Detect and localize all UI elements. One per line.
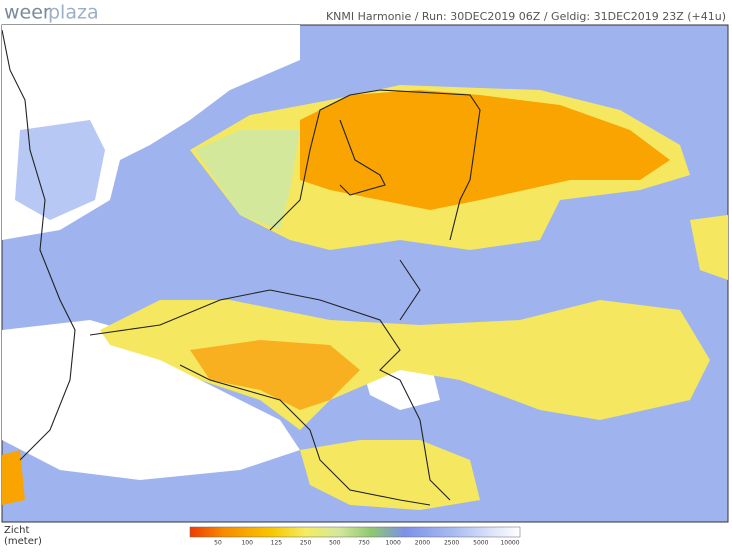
clear-area [2, 320, 300, 480]
colorbar-label: 250 [300, 540, 312, 547]
fog-area [300, 440, 480, 510]
header-title: KNMI Harmonie / Run: 30DEC2019 06Z / Gel… [326, 10, 726, 23]
colorbar-label: 125 [271, 540, 283, 547]
colorbar-label: 500 [329, 540, 341, 547]
fog-area [300, 90, 670, 210]
fog-area [15, 120, 105, 220]
fog-area [2, 450, 25, 505]
fog-area [100, 300, 710, 430]
legend-title: Zicht [4, 525, 29, 536]
fog-area [190, 340, 360, 410]
borders [1, 29, 481, 506]
colorbar-label: 50 [214, 540, 222, 547]
colorbar-label: 5000 [473, 540, 488, 547]
colorbar-label: 750 [358, 540, 370, 547]
colorbar-label: 10000 [500, 540, 519, 547]
colorbar-label: 1000 [386, 540, 401, 547]
colorbar-scale [189, 526, 521, 538]
fog-area [690, 215, 728, 280]
legend-title: (meter) [4, 536, 42, 547]
colorbar-label: 100 [241, 540, 253, 547]
fog-area [195, 130, 300, 230]
colorbar-label: 2000 [415, 540, 430, 547]
colorbar-label: 2500 [444, 540, 459, 547]
logo-plaza: plaza [48, 2, 99, 24]
map [1, 24, 729, 523]
colorbar [189, 526, 521, 538]
logo-weer: weer [4, 2, 51, 24]
